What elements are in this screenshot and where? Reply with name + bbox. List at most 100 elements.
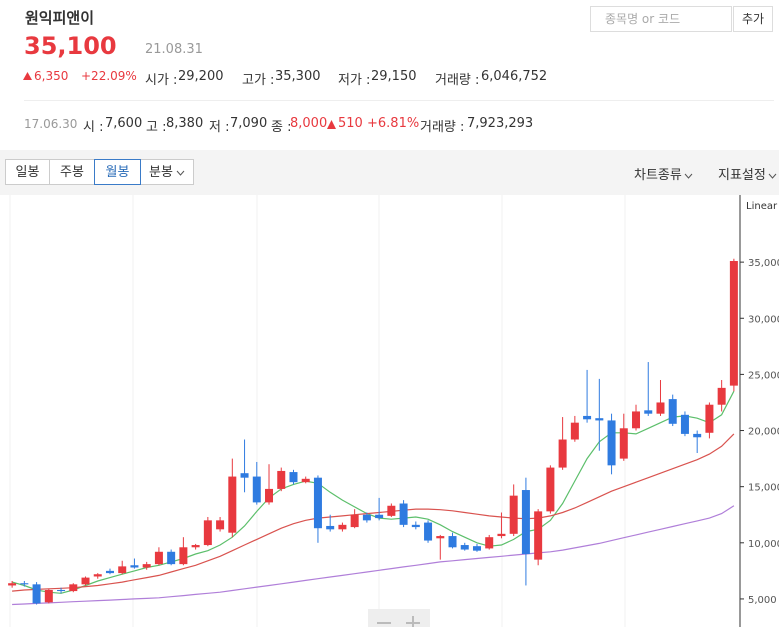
candle-body bbox=[448, 536, 457, 548]
field-label: 거래량 : bbox=[435, 73, 480, 88]
field-label: 시가 : bbox=[145, 73, 178, 88]
hover-date: 17.06.30 bbox=[24, 117, 78, 131]
chevron bbox=[768, 173, 777, 179]
candle-body bbox=[362, 514, 371, 521]
candle-body bbox=[411, 524, 420, 528]
hover-change: 510 bbox=[338, 116, 363, 131]
candle-body bbox=[118, 566, 127, 574]
candle-body bbox=[8, 583, 17, 586]
candle-body bbox=[277, 470, 286, 489]
change-pct: +22.09% bbox=[81, 69, 137, 83]
hover-volume-label: 거래량 : bbox=[420, 120, 465, 135]
candle-body bbox=[179, 547, 188, 565]
candle-body bbox=[570, 422, 579, 440]
y-tick-label: 25,000 bbox=[748, 370, 779, 381]
candle-body bbox=[44, 589, 53, 603]
candle-body bbox=[105, 570, 114, 574]
candle-body bbox=[717, 387, 726, 405]
candle-body bbox=[57, 589, 66, 592]
moving-average bbox=[12, 505, 735, 606]
candle-body bbox=[32, 584, 41, 604]
candle-body bbox=[558, 439, 567, 468]
hover-label: 시 : bbox=[83, 120, 104, 135]
candle-body bbox=[191, 545, 200, 548]
field-label: 고가 : bbox=[242, 73, 275, 88]
candle-body bbox=[472, 546, 481, 551]
candle-body bbox=[142, 564, 151, 568]
hover-label: 고 : bbox=[146, 120, 167, 135]
candle-body bbox=[607, 420, 616, 466]
hover-label: 저 : bbox=[209, 120, 230, 135]
candle-body bbox=[203, 520, 212, 546]
field-value: 35,300 bbox=[275, 69, 321, 84]
candle-body bbox=[668, 399, 677, 424]
candle-body bbox=[69, 584, 78, 592]
candle-body bbox=[399, 503, 408, 525]
zoom-control bbox=[368, 609, 430, 627]
chevron bbox=[176, 170, 185, 176]
stock-name: 원익피앤이 bbox=[25, 9, 95, 27]
candle-body bbox=[93, 574, 102, 577]
hover-label: 종 : bbox=[271, 120, 292, 135]
candle-body bbox=[265, 488, 274, 503]
candle-body bbox=[436, 536, 445, 539]
y-tick-label: 35,000 bbox=[748, 258, 779, 269]
candle-body bbox=[595, 418, 604, 421]
period-button[interactable]: 주봉 bbox=[49, 159, 95, 185]
candle-body bbox=[509, 495, 518, 534]
candle-body bbox=[326, 525, 335, 530]
period-button[interactable]: 일봉 bbox=[5, 159, 50, 185]
candle-body bbox=[130, 565, 139, 568]
candle-body bbox=[460, 545, 469, 550]
menu-button[interactable]: 차트종류 bbox=[634, 164, 693, 183]
add-button[interactable]: 추가 bbox=[733, 6, 773, 32]
candle-body bbox=[521, 490, 530, 555]
hover-value: 8,380 bbox=[166, 116, 204, 131]
candle-body bbox=[289, 472, 298, 483]
divider bbox=[24, 100, 774, 101]
candle-body bbox=[375, 514, 384, 519]
period-button[interactable]: 월봉 bbox=[94, 159, 141, 185]
candle-body bbox=[350, 514, 359, 528]
candle-body bbox=[619, 428, 628, 459]
candle-body bbox=[240, 473, 249, 478]
candle-body bbox=[228, 476, 237, 533]
candle-body bbox=[252, 476, 261, 503]
hover-change-pct: +6.81% bbox=[367, 116, 420, 131]
candle-body bbox=[216, 520, 225, 530]
period-button[interactable]: 분봉 bbox=[140, 159, 194, 185]
candle-body bbox=[680, 414, 689, 434]
field-value: 29,200 bbox=[178, 69, 224, 84]
date: 21.08.31 bbox=[145, 42, 203, 57]
candle-body bbox=[301, 478, 310, 483]
candle-body bbox=[485, 537, 494, 549]
up-arrow bbox=[23, 72, 32, 80]
candle-body bbox=[729, 261, 738, 386]
candle-body bbox=[497, 533, 506, 537]
y-tick-label: 15,000 bbox=[748, 483, 779, 494]
price: 35,100 bbox=[24, 32, 117, 60]
up-arrow bbox=[327, 120, 336, 129]
moving-average bbox=[12, 433, 735, 592]
field-label: 저가 : bbox=[338, 73, 371, 88]
candle-body bbox=[546, 467, 555, 512]
change: 6,350 bbox=[34, 69, 69, 83]
candle-body bbox=[154, 551, 163, 565]
candle-body bbox=[20, 583, 29, 585]
candle-body bbox=[705, 404, 714, 433]
y-tick-label: 20,000 bbox=[748, 427, 779, 438]
candle-body bbox=[424, 522, 433, 541]
search-box[interactable]: 종목명 or 코드 bbox=[590, 6, 732, 32]
candle-body bbox=[632, 411, 641, 429]
y-tick-label: 30,000 bbox=[748, 314, 779, 325]
hover-value: 7,600 bbox=[105, 116, 143, 131]
chart: Linear 5,000 10,000 15,000 20,000 25,000 30,00… bbox=[8, 195, 779, 627]
candle-body bbox=[583, 415, 592, 420]
candle-body bbox=[387, 505, 396, 516]
hover-value: 7,090 bbox=[230, 116, 268, 131]
candle-body bbox=[167, 551, 176, 565]
scale-label: Linear bbox=[746, 201, 778, 212]
candle-body bbox=[656, 402, 665, 414]
menu-button[interactable]: 지표설정 bbox=[718, 164, 777, 183]
